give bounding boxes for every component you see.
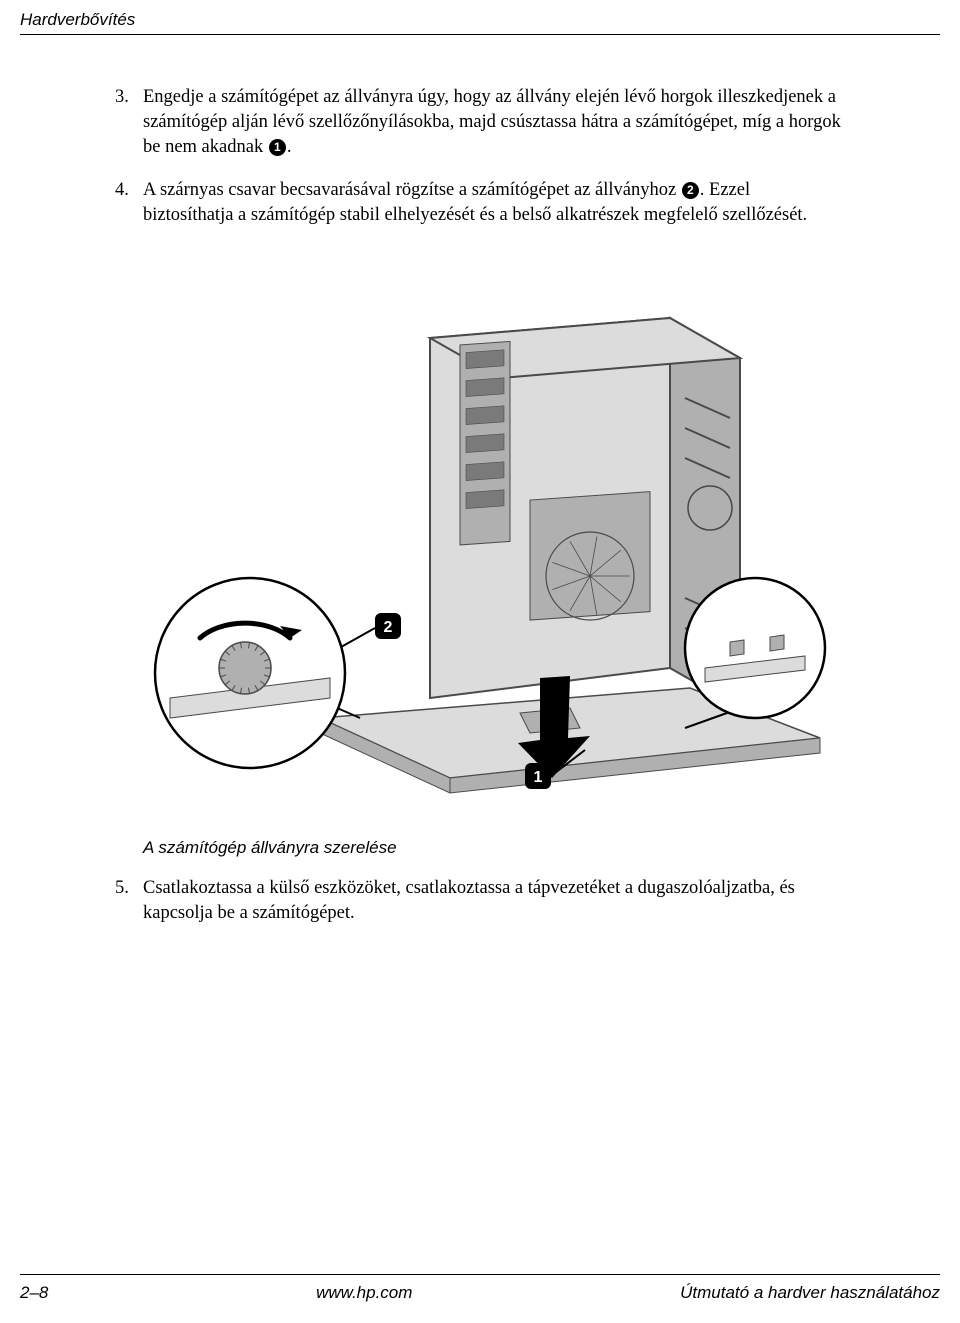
step-number: 5. — [115, 876, 143, 926]
step-number: 4. — [115, 178, 143, 228]
page-number: 2–8 — [20, 1283, 48, 1303]
step-text: A szárnyas csavar becsavarásával rögzíts… — [143, 178, 845, 228]
figure-caption: A számítógép állványra szerelése — [143, 838, 845, 858]
callout-ref-1: 1 — [269, 139, 286, 156]
callout-ref-2: 2 — [682, 182, 699, 199]
svg-text:1: 1 — [534, 769, 543, 786]
page-content: 3. Engedje a számítógépet az állványra ú… — [0, 35, 960, 926]
installation-diagram: 12 — [130, 268, 830, 808]
step-number: 3. — [115, 85, 143, 160]
footer-url: www.hp.com — [316, 1283, 412, 1303]
step3-text-b: . — [287, 137, 292, 157]
step3-text-a: Engedje a számítógépet az állványra úgy,… — [143, 87, 841, 157]
step-4: 4. A szárnyas csavar becsavarásával rögz… — [115, 178, 845, 228]
section-title: Hardverbővítés — [20, 10, 135, 29]
step4-text-a: A szárnyas csavar becsavarásával rögzíts… — [143, 180, 681, 200]
step-text: Csatlakoztassa a külső eszközöket, csatl… — [143, 876, 845, 926]
footer-rule — [20, 1274, 940, 1275]
doc-title: Útmutató a hardver használatához — [680, 1283, 940, 1303]
page-header: Hardverbővítés — [0, 0, 960, 34]
step-text: Engedje a számítógépet az állványra úgy,… — [143, 85, 845, 160]
figure: 12 — [115, 268, 845, 808]
step-3: 3. Engedje a számítógépet az állványra ú… — [115, 85, 845, 160]
step-5: 5. Csatlakoztassa a külső eszközöket, cs… — [115, 876, 845, 926]
svg-text:2: 2 — [384, 619, 393, 636]
footer-row: 2–8 www.hp.com Útmutató a hardver haszná… — [20, 1283, 940, 1303]
page-footer: 2–8 www.hp.com Útmutató a hardver haszná… — [0, 1274, 960, 1303]
